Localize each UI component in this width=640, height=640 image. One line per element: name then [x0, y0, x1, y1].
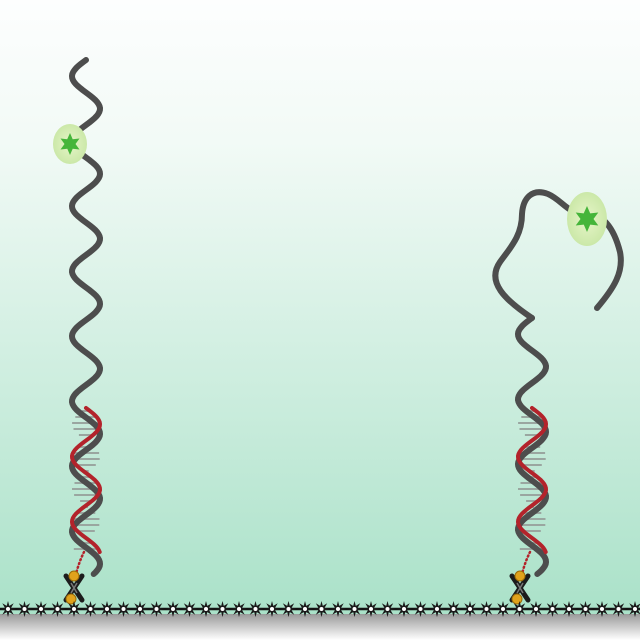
surface-star-center [286, 607, 291, 611]
surface-star-center [435, 607, 439, 611]
surface-shadow [0, 614, 640, 640]
single-strand-dna [514, 315, 550, 577]
six-point-star-icon [60, 133, 80, 155]
surface-star-center [583, 607, 588, 611]
fluorophore [53, 124, 87, 164]
surface-star-center [253, 607, 258, 611]
surface-star-center [567, 607, 571, 611]
surface-star-center [138, 607, 142, 611]
surface-star-center [534, 607, 538, 611]
surface-star-center [154, 607, 159, 611]
surface-star-center [402, 607, 406, 611]
surface-star-center [204, 607, 208, 611]
surface-star-center [105, 607, 109, 611]
surface-star-center [187, 607, 192, 611]
folded-loop-strand [492, 189, 624, 321]
surface-star-center [451, 607, 456, 611]
surface-star-center [501, 607, 505, 611]
surface-star-center [270, 607, 274, 611]
complementary-strand [515, 406, 549, 554]
surface-star-center [72, 607, 76, 611]
surface-star-center [369, 607, 373, 611]
surface-star-center [171, 607, 175, 611]
surface [0, 601, 640, 640]
surface-star-center [220, 607, 225, 611]
surface-star-center [237, 607, 241, 611]
complementary-strand [69, 406, 103, 554]
surface-star-center [418, 607, 423, 611]
surface-star-center [319, 607, 324, 611]
surface-star-center [121, 607, 126, 611]
surface-star-center [22, 607, 27, 611]
surface-star-center [633, 607, 637, 611]
surface-star-center [39, 607, 43, 611]
fluorophore [567, 192, 607, 246]
surface-star-center [484, 607, 489, 611]
surface-star-center [303, 607, 307, 611]
surface-star-center [550, 607, 555, 611]
folded-probe [492, 189, 624, 605]
surface-star-center [468, 607, 472, 611]
surface-star-center [385, 607, 390, 611]
extended-probe [53, 57, 104, 605]
surface-star-center [88, 607, 93, 611]
surface-star-center [616, 607, 621, 611]
biotin-streptavidin-anchor-icon [63, 570, 85, 605]
surface-star-center [600, 607, 604, 611]
surface-star-row [0, 601, 640, 617]
six-point-star-icon [575, 206, 599, 232]
surface-star-center [517, 607, 522, 611]
surface-star-center [55, 607, 60, 611]
surface-star-center [352, 607, 357, 611]
surface-star-center [6, 607, 10, 611]
surface-star-center [336, 607, 340, 611]
